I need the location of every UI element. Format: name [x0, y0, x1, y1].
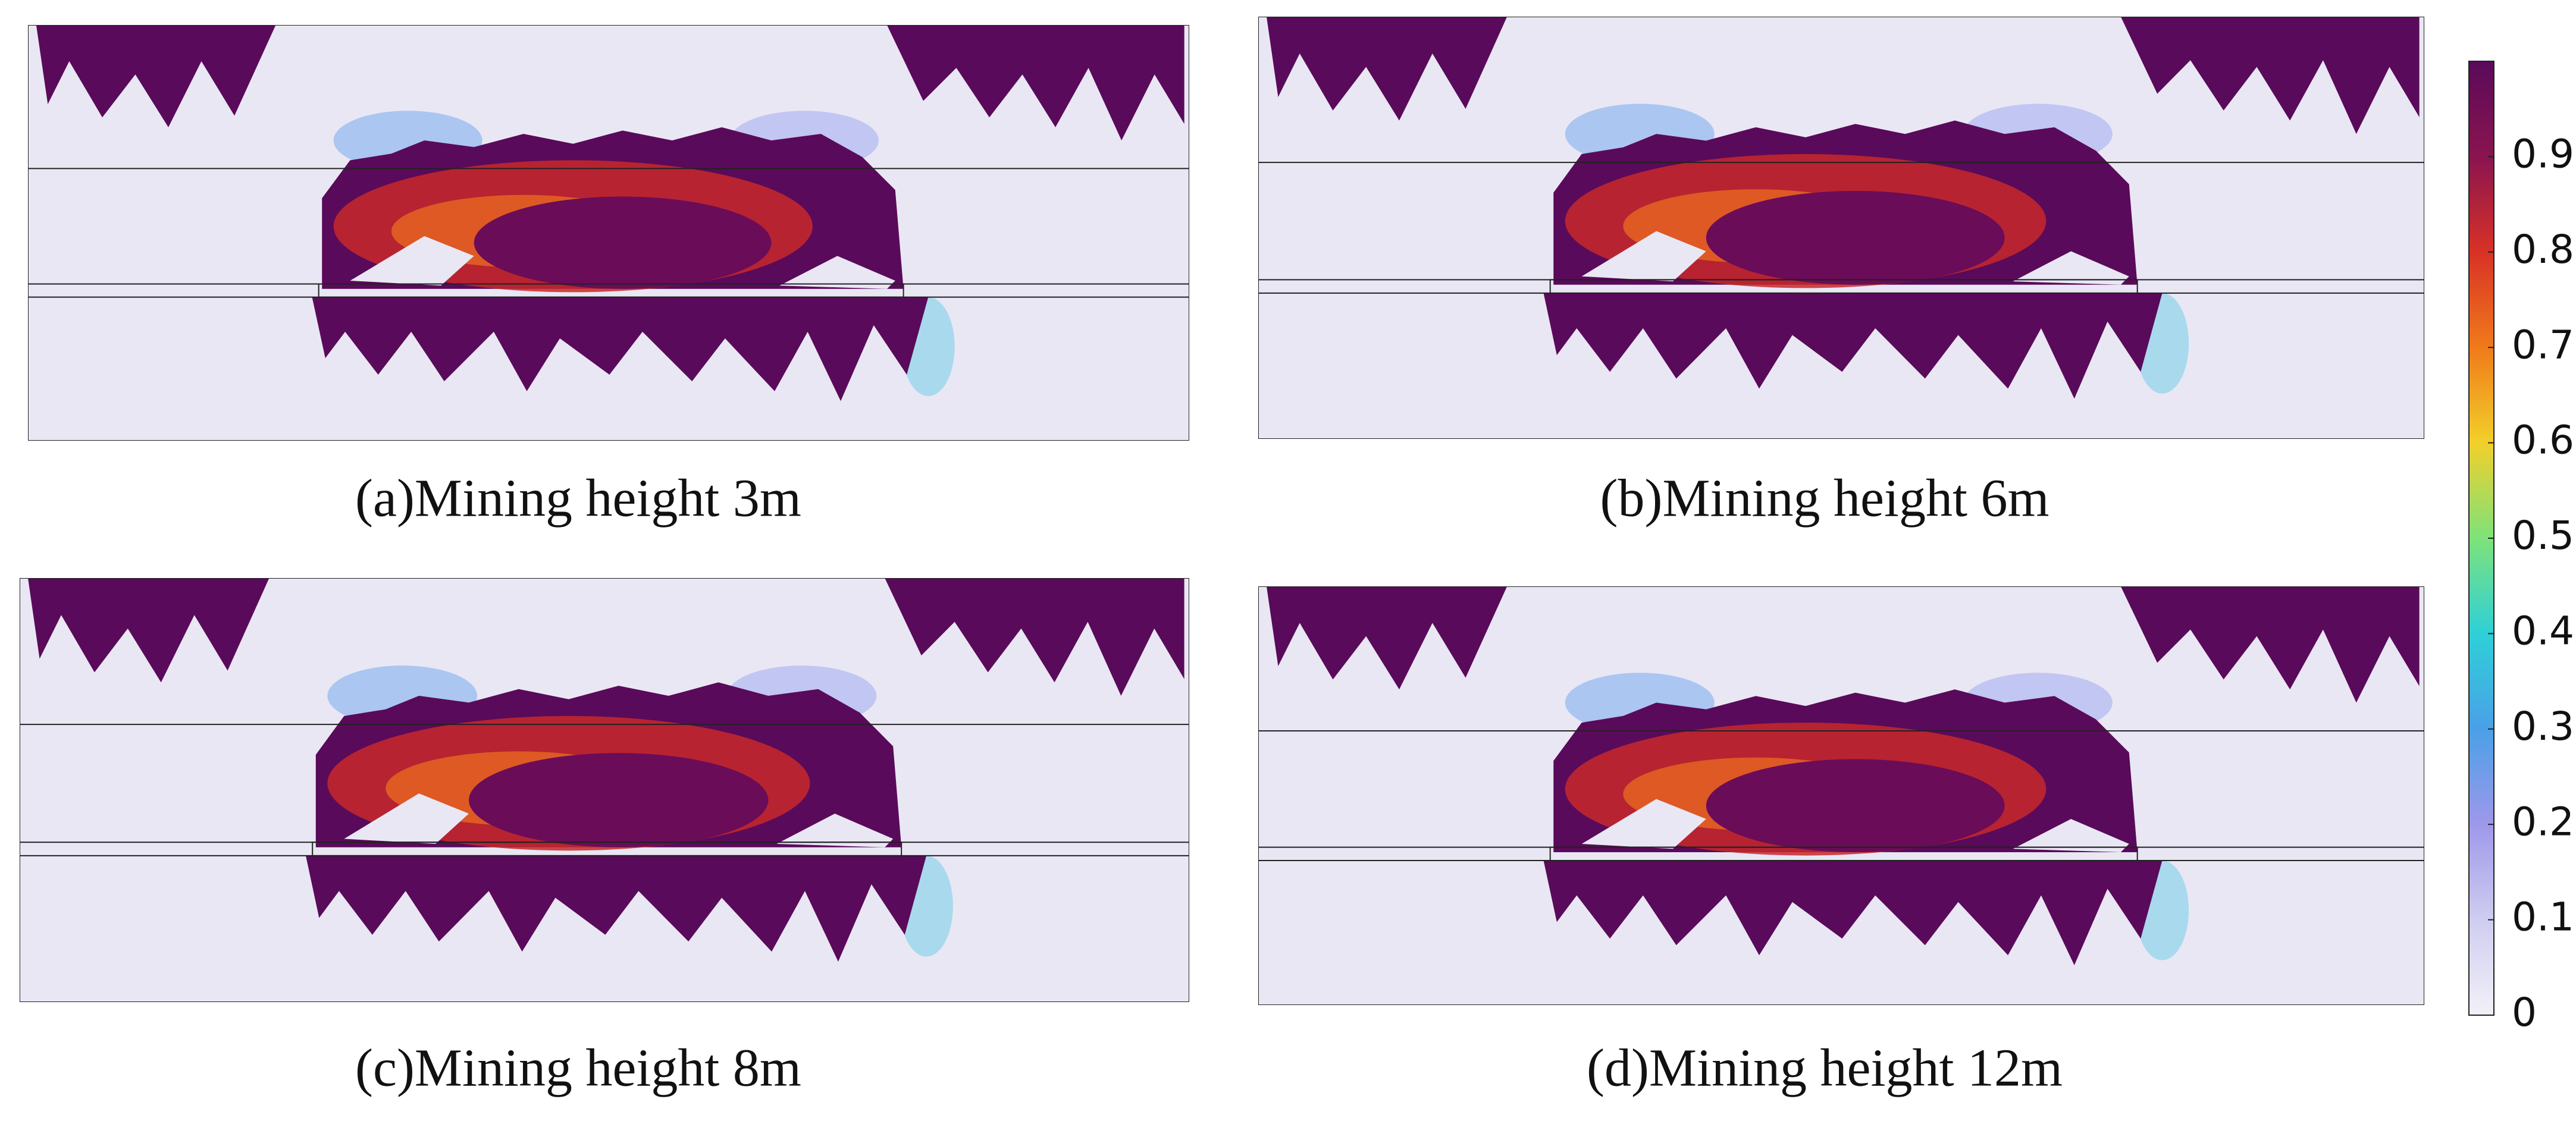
colorbar-tick-label: 0.9	[2512, 131, 2574, 177]
contour-panel	[20, 578, 1189, 1002]
panel-caption: (d)Mining height 12m	[1587, 1039, 2063, 1098]
panel-caption: (b)Mining height 6m	[1600, 469, 2049, 528]
panel-caption: (a)Mining height 3m	[355, 469, 801, 528]
colorbar-tick-label: 0.2	[2512, 799, 2574, 844]
colorbar-tick-label: 0.7	[2512, 322, 2574, 368]
colorbar-tick-label: 0	[2512, 990, 2537, 1035]
contour-panel	[28, 25, 1189, 441]
contour-panel	[1258, 17, 2424, 439]
colorbar-tick-label: 0.5	[2512, 513, 2574, 558]
colorbar-tick-label: 0.8	[2512, 227, 2574, 272]
colorbar-tick-label: 0.3	[2512, 704, 2574, 749]
colorbar-tick-label: 0.6	[2512, 417, 2574, 463]
colorbar-tick-label: 0.4	[2512, 608, 2574, 654]
panel-caption: (c)Mining height 8m	[355, 1039, 801, 1098]
colorbar-tick-label: 0.1	[2512, 894, 2574, 940]
contour-panel	[1258, 586, 2424, 1005]
